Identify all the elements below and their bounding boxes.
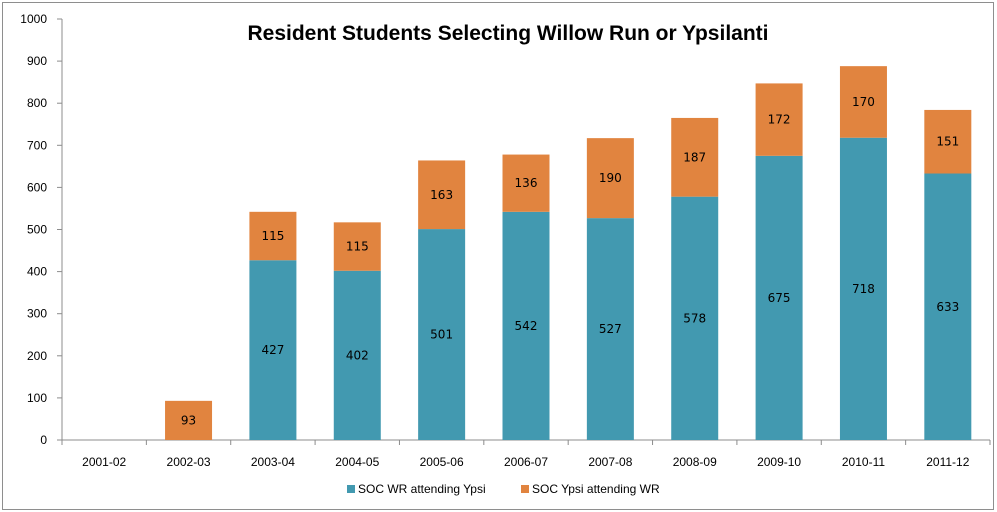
x-tick-label: 2005-06: [420, 455, 464, 469]
bar-segment-ypsi-attending-wr: [586, 138, 634, 219]
bar-segment-wr-attending-ypsi: [249, 260, 297, 440]
bar-segment-wr-attending-ypsi: [418, 229, 466, 440]
y-tick-label: 900: [27, 54, 47, 68]
bars: 93 427 115 402 115 501 163 542 136 527 190 578 187 67…: [165, 66, 972, 441]
bar-segment-ypsi-attending-wr: [924, 109, 972, 174]
x-tick-label: 2007-08: [588, 455, 632, 469]
data-label: 501: [430, 328, 453, 342]
y-tick-label: 1000: [20, 12, 47, 26]
y-tick-label: 100: [27, 391, 47, 405]
x-tick-label: 2009-10: [757, 455, 801, 469]
bar-segment-ypsi-attending-wr: [839, 66, 887, 138]
legend-swatch: [347, 485, 355, 493]
y-tick-label: 700: [27, 138, 47, 152]
data-label: 527: [599, 322, 622, 336]
bar-segment-wr-attending-ypsi: [586, 218, 634, 440]
x-tick-label: 2008-09: [673, 455, 717, 469]
bar-segment-wr-attending-ypsi: [333, 270, 381, 440]
x-tick-label: 2010-11: [842, 455, 885, 469]
chart-title: Resident Students Selecting Willow Run o…: [248, 22, 769, 45]
data-label: 93: [181, 413, 196, 427]
data-label: 427: [261, 343, 284, 357]
data-label: 633: [936, 300, 959, 314]
data-label: 718: [852, 282, 875, 296]
bar-segment-ypsi-attending-wr: [502, 154, 550, 212]
data-label: 402: [346, 348, 369, 362]
legend-label: SOC WR attending Ypsi: [358, 482, 486, 496]
axes: 0 100 200 300 400 500 600 700 800 900 1000 2001-02 2…: [20, 12, 991, 469]
y-tick-label: 500: [27, 223, 47, 237]
x-tick-label: 2002-03: [167, 455, 211, 469]
data-label: 151: [936, 135, 959, 149]
data-label: 172: [768, 113, 791, 127]
data-label: 578: [683, 311, 706, 325]
bar-segment-ypsi-attending-wr: [165, 400, 213, 440]
bar-segment-ypsi-attending-wr: [333, 222, 381, 271]
y-tick-label: 400: [27, 265, 47, 279]
bar-segment-wr-attending-ypsi: [671, 196, 719, 440]
data-label: 136: [515, 176, 538, 190]
data-label: 163: [430, 188, 453, 202]
data-label: 115: [261, 229, 284, 243]
bar-segment-wr-attending-ypsi: [839, 137, 887, 441]
bar-segment-ypsi-attending-wr: [671, 117, 719, 197]
bar-segment-wr-attending-ypsi: [502, 211, 550, 440]
x-tick-label: 2004-05: [335, 455, 379, 469]
data-label: 542: [515, 319, 538, 333]
bar-segment-wr-attending-ypsi: [755, 155, 803, 440]
y-tick-label: 0: [40, 433, 47, 447]
data-label: 115: [346, 240, 369, 254]
bar-segment-wr-attending-ypsi: [924, 173, 972, 440]
x-tick-label: 2003-04: [251, 455, 295, 469]
x-tick-label: 2001-02: [82, 455, 126, 469]
x-tick-label: 2011-12: [926, 455, 969, 469]
bar-segment-ypsi-attending-wr: [418, 160, 466, 230]
y-tick-label: 600: [27, 180, 47, 194]
legend-swatch: [521, 485, 529, 493]
y-tick-label: 300: [27, 307, 47, 321]
bar-segment-ypsi-attending-wr: [755, 83, 803, 156]
bar-segment-ypsi-attending-wr: [249, 211, 297, 261]
legend-label: SOC Ypsi attending WR: [532, 482, 660, 496]
data-label: 170: [852, 95, 875, 109]
data-label: 190: [599, 171, 622, 185]
y-tick-label: 800: [27, 96, 47, 110]
legend: SOC WR attending Ypsi SOC Ypsi attending …: [347, 482, 660, 496]
data-label: 187: [683, 150, 706, 164]
y-tick-label: 200: [27, 349, 47, 363]
data-label: 675: [768, 291, 791, 305]
x-tick-label: 2006-07: [504, 455, 548, 469]
